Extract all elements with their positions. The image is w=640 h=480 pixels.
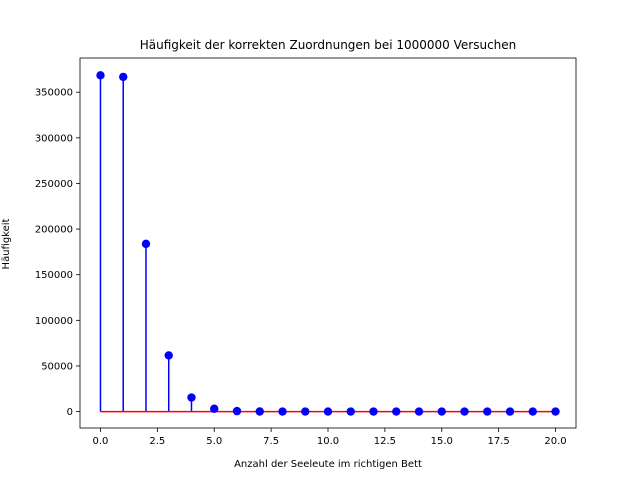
data-point — [483, 407, 492, 416]
data-point — [437, 407, 446, 416]
x-tick-label: 2.5 — [149, 436, 165, 447]
data-point — [187, 393, 196, 402]
data-point — [323, 407, 333, 416]
data-point — [141, 239, 151, 249]
data-point — [119, 72, 128, 82]
y-tick-label: 50000 — [41, 361, 73, 372]
data-point — [460, 407, 469, 416]
data-point — [551, 407, 560, 416]
y-tick-label: 150000 — [35, 270, 73, 281]
data-point — [346, 407, 355, 416]
x-tick-label: 20.0 — [544, 436, 566, 447]
y-tick-label: 250000 — [35, 179, 73, 190]
x-tick-label: 5.0 — [206, 436, 222, 447]
data-point — [369, 407, 378, 416]
data-point — [164, 351, 173, 360]
y-axis-label: Häufigkeit — [1, 218, 12, 269]
data-point — [301, 407, 310, 416]
plot-area: 0.0 2.5 5.0 7.5 10.0 12.5 15.0 17.5 20.0 0 50000 10… — [35, 57, 577, 447]
x-tick-label: 0.0 — [93, 436, 109, 447]
y-tick-label: 100000 — [35, 316, 73, 327]
data-point — [210, 404, 219, 413]
y-tick-label: 300000 — [35, 133, 73, 144]
data-point — [278, 407, 287, 416]
y-tick-label: 350000 — [35, 88, 73, 99]
data-point — [505, 407, 515, 416]
data-point — [232, 406, 242, 416]
x-axis-label: Anzahl der Seeleute im richtigen Bett — [234, 459, 422, 470]
data-point — [528, 407, 537, 416]
x-tick-label: 7.5 — [263, 436, 279, 447]
y-tick-label: 0 — [67, 407, 73, 418]
x-tick-label: 15.0 — [431, 436, 453, 447]
data-point — [255, 407, 264, 416]
chart-title: Häufigkeit der korrekten Zuordnungen bei… — [140, 38, 517, 52]
data-point — [96, 71, 105, 80]
x-tick-label: 17.5 — [488, 436, 510, 447]
data-point — [414, 407, 424, 416]
x-tick-label: 10.0 — [317, 436, 339, 447]
data-point — [392, 407, 401, 416]
x-tick-label: 12.5 — [374, 436, 396, 447]
y-tick-label: 200000 — [35, 225, 73, 236]
